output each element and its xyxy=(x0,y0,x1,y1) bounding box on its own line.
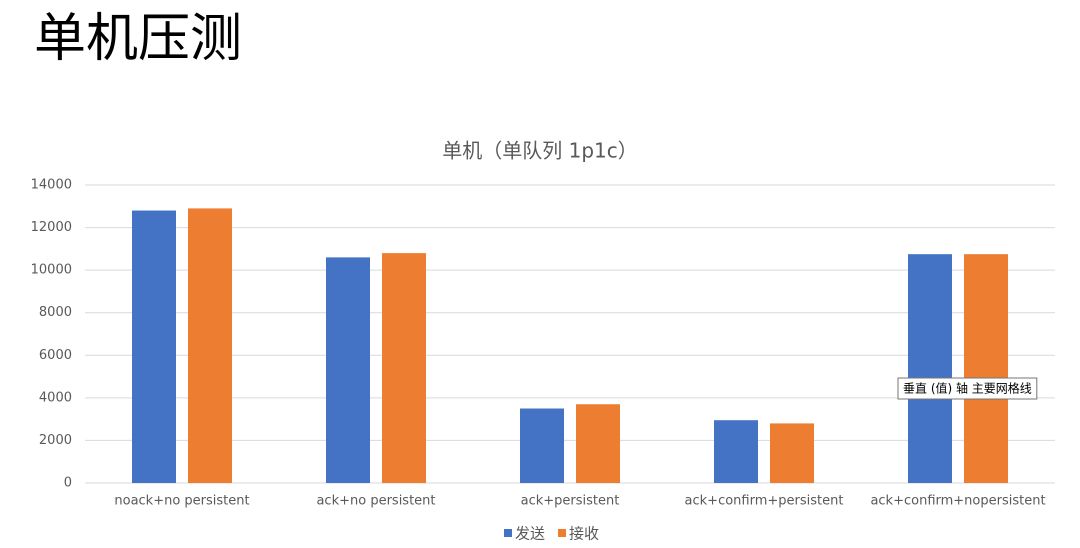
x-tick-label: noack+no persistent xyxy=(114,494,249,509)
x-tick-label: ack+no persistent xyxy=(316,494,435,509)
bar xyxy=(188,208,232,483)
legend-label: 发送 xyxy=(515,525,545,543)
y-tick-label: 0 xyxy=(64,476,72,491)
bar xyxy=(714,420,758,483)
legend-swatch xyxy=(504,529,512,537)
y-tick-label: 4000 xyxy=(39,390,72,405)
bar xyxy=(964,254,1008,483)
y-tick-label: 8000 xyxy=(39,305,72,320)
legend-label: 接收 xyxy=(569,525,599,543)
page-title: 单机压测 xyxy=(34,9,242,69)
x-tick-label: ack+confirm+persistent xyxy=(685,494,844,509)
tooltip-box xyxy=(897,377,1038,400)
legend-swatch xyxy=(558,529,567,537)
tooltip-text: 垂直 (值) 轴 主要网格线 xyxy=(903,381,1032,396)
y-tick-label: 14000 xyxy=(31,178,72,193)
bar xyxy=(520,408,564,483)
y-tick-label: 10000 xyxy=(31,263,72,278)
bar xyxy=(908,254,952,483)
x-tick-label: ack+persistent xyxy=(521,494,620,509)
bar xyxy=(326,257,370,483)
bar xyxy=(132,210,176,484)
y-tick-label: 2000 xyxy=(39,433,72,448)
bar xyxy=(576,404,620,483)
chart-title: 单机（单队列 1p1c） xyxy=(442,139,638,163)
bar xyxy=(382,253,426,483)
y-tick-label: 12000 xyxy=(31,220,72,235)
y-tick-label: 6000 xyxy=(39,348,72,363)
x-tick-label: ack+confirm+nopersistent xyxy=(870,494,1045,509)
bar xyxy=(770,423,814,483)
